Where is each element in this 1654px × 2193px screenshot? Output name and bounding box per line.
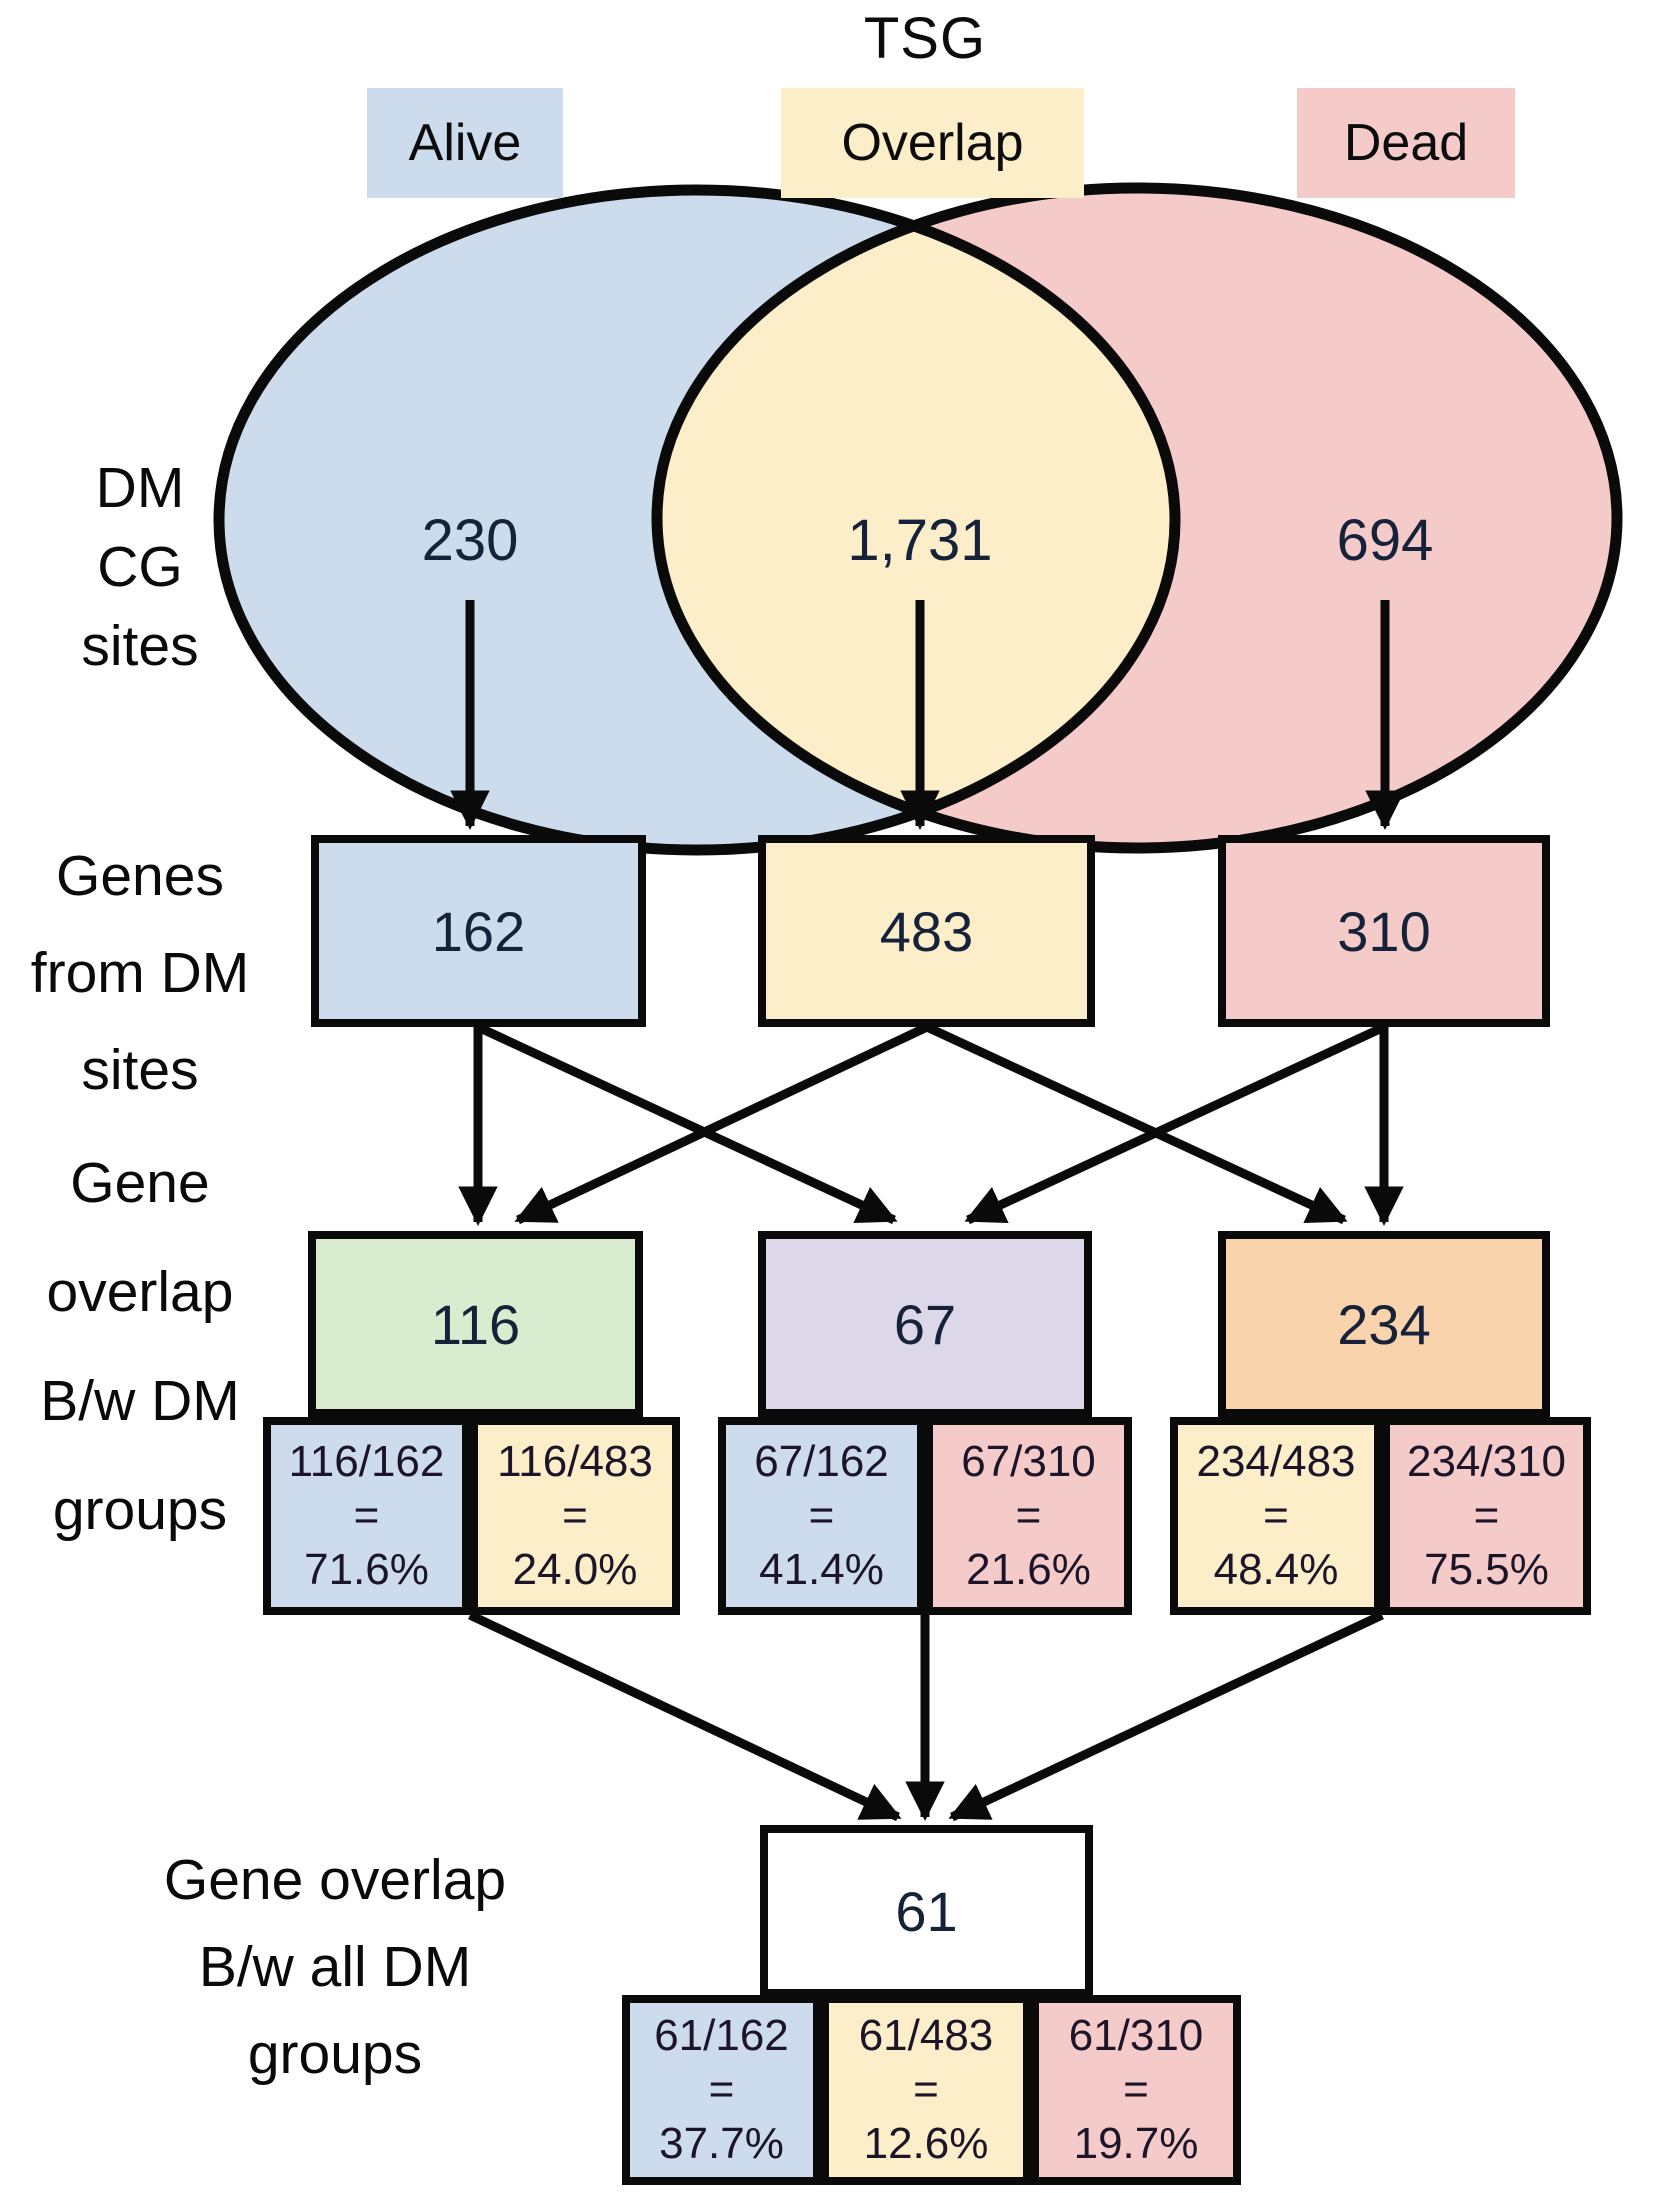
arrow-483-to-234 bbox=[925, 1022, 1348, 1225]
ratio-box-61-483: 61/483 = 12.6% bbox=[821, 1995, 1031, 2185]
label-gene-overlap-bw-dm-groups-line: B/w DM bbox=[40, 1369, 240, 1433]
label-gene-overlap-bw-dm-groups-line: Gene bbox=[70, 1151, 210, 1215]
ratio-percent: 21.6% bbox=[966, 1544, 1091, 1594]
label-gene-overlap-bw-all-dm-groups: Gene overlap B/w all DM groups bbox=[100, 1852, 570, 2083]
arrow-310-to-67 bbox=[964, 1022, 1386, 1225]
venn-alive-only-count: 230 bbox=[421, 507, 519, 573]
ratio-equals: = bbox=[1473, 1491, 1500, 1541]
ratio-percent: 24.0% bbox=[512, 1544, 638, 1594]
ratio-fraction: 234/483 bbox=[1196, 1437, 1356, 1487]
ratio-fraction: 61/483 bbox=[858, 2011, 994, 2061]
label-gene-overlap-bw-all-dm-groups-line: groups bbox=[247, 2022, 423, 2086]
label-gene-overlap-bw-dm-groups-line: overlap bbox=[46, 1260, 234, 1324]
ratio-percent: 19.7% bbox=[1073, 2118, 1199, 2168]
ratio-box-116-483: 116/483 = 24.0% bbox=[470, 1417, 680, 1615]
venn-intersection-count: 1,731 bbox=[847, 507, 993, 573]
arrow-116-group-to-61 bbox=[468, 1610, 902, 1822]
arrow-162-to-67 bbox=[476, 1022, 898, 1225]
ratio-percent: 71.6% bbox=[304, 1544, 429, 1594]
ratio-box-116-162: 116/162 = 71.6% bbox=[263, 1417, 470, 1615]
ratio-equals: = bbox=[1123, 2065, 1149, 2115]
arrow-483-to-116 bbox=[514, 1022, 929, 1225]
ratio-percent: 75.5% bbox=[1424, 1544, 1549, 1594]
ratio-box-61-162: 61/162 = 37.7% bbox=[622, 1995, 821, 2185]
ratio-equals: = bbox=[353, 1491, 380, 1541]
pair-overlap-alive-overlap-box: 116 bbox=[308, 1231, 643, 1417]
ratio-box-67-162: 67/162 = 41.4% bbox=[718, 1417, 925, 1615]
label-dm-cg-sites-line: sites bbox=[81, 614, 199, 678]
legend-alive: Alive bbox=[367, 88, 563, 198]
legend-dead: Dead bbox=[1297, 88, 1515, 198]
label-gene-overlap-bw-dm-groups: Gene overlap B/w DM groups bbox=[0, 1155, 280, 1539]
ratio-percent: 48.4% bbox=[1213, 1544, 1339, 1594]
ratio-box-67-310: 67/310 = 21.6% bbox=[925, 1417, 1132, 1615]
pair-overlap-overlap-dead-box: 234 bbox=[1218, 1231, 1550, 1417]
ratio-equals: = bbox=[562, 1491, 588, 1541]
label-genes-from-dm-sites: Genes from DM sites bbox=[0, 848, 280, 1099]
ratio-box-234-310: 234/310 = 75.5% bbox=[1382, 1417, 1591, 1615]
ratio-equals: = bbox=[1263, 1491, 1289, 1541]
ratio-fraction: 61/162 bbox=[654, 2011, 789, 2061]
ratio-fraction: 67/310 bbox=[961, 1437, 1096, 1487]
genes-dead-box: 310 bbox=[1218, 835, 1550, 1027]
label-dm-cg-sites-line: DM bbox=[95, 456, 185, 520]
genes-overlap-box: 483 bbox=[758, 835, 1095, 1027]
genes-alive-box: 162 bbox=[311, 835, 646, 1027]
ratio-percent: 41.4% bbox=[759, 1544, 884, 1594]
ratio-fraction: 116/162 bbox=[288, 1437, 445, 1487]
label-gene-overlap-bw-all-dm-groups-line: Gene overlap bbox=[163, 1848, 507, 1912]
venn-dead-outline bbox=[651, 182, 1623, 854]
label-dm-cg-sites-line: CG bbox=[97, 535, 183, 599]
ratio-fraction: 67/162 bbox=[754, 1437, 889, 1487]
ratio-fraction: 61/310 bbox=[1068, 2011, 1204, 2061]
label-genes-from-dm-sites-line: from DM bbox=[30, 941, 250, 1005]
ratio-equals: = bbox=[708, 2065, 735, 2115]
ratio-box-61-310: 61/310 = 19.7% bbox=[1031, 1995, 1241, 2185]
all-overlap-box: 61 bbox=[760, 1825, 1093, 1997]
venn-intersection-fill bbox=[657, 190, 1175, 848]
ratio-equals: = bbox=[1015, 1491, 1042, 1541]
label-dm-cg-sites: DM CG sites bbox=[10, 460, 270, 675]
label-gene-overlap-bw-all-dm-groups-line: B/w all DM bbox=[198, 1935, 472, 1999]
ratio-percent: 37.7% bbox=[659, 2118, 784, 2168]
ratio-fraction: 234/310 bbox=[1406, 1437, 1567, 1487]
ratio-percent: 12.6% bbox=[863, 2118, 989, 2168]
ratio-equals: = bbox=[913, 2065, 939, 2115]
ratio-box-234-483: 234/483 = 48.4% bbox=[1170, 1417, 1382, 1615]
venn-dead-only-count: 694 bbox=[1336, 507, 1434, 573]
venn-alive-outline bbox=[213, 184, 1181, 856]
ratio-equals: = bbox=[808, 1491, 835, 1541]
ratio-fraction: 116/483 bbox=[497, 1437, 653, 1487]
label-gene-overlap-bw-dm-groups-line: groups bbox=[52, 1478, 228, 1542]
figure-title: TSG bbox=[863, 5, 987, 71]
pair-overlap-alive-dead-box: 67 bbox=[758, 1231, 1092, 1417]
arrow-234-group-to-61 bbox=[948, 1610, 1384, 1822]
legend-overlap: Overlap bbox=[781, 88, 1084, 198]
label-genes-from-dm-sites-line: Genes bbox=[56, 844, 224, 908]
label-genes-from-dm-sites-line: sites bbox=[81, 1038, 199, 1102]
